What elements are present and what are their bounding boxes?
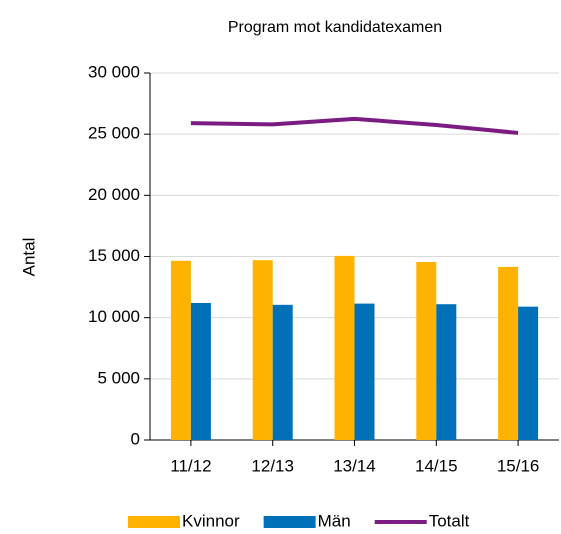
- y-tick-label: 25 000: [88, 124, 140, 143]
- x-tick-label: 13/14: [333, 456, 376, 475]
- x-tick-label: 11/12: [170, 456, 211, 475]
- bar: [252, 260, 273, 440]
- legend-label: Kvinnor: [182, 511, 240, 530]
- bar: [498, 266, 519, 440]
- legend-label: Män: [318, 511, 351, 530]
- chart-title: Program mot kandidatexamen: [228, 19, 442, 36]
- y-axis-label: Antal: [19, 238, 38, 277]
- x-tick-label: 15/16: [497, 456, 540, 475]
- y-tick-label: 30 000: [88, 62, 140, 81]
- y-tick-label: 20 000: [88, 185, 140, 204]
- x-tick-label: 14/15: [415, 456, 458, 475]
- bar: [190, 302, 211, 440]
- line: [190, 116, 519, 135]
- bar: [334, 255, 355, 440]
- y-tick-label: 0: [131, 429, 140, 448]
- legend-swatch: [263, 516, 316, 528]
- bar: [416, 262, 437, 440]
- bar: [518, 306, 539, 440]
- bar: [436, 304, 457, 440]
- legend-label: Totalt: [429, 511, 470, 530]
- legend-swatch: [128, 516, 180, 528]
- bar: [354, 303, 375, 440]
- bar: [272, 304, 293, 440]
- y-tick-label: 5 000: [97, 368, 140, 387]
- y-tick-label: 10 000: [88, 307, 140, 326]
- bar: [170, 260, 191, 440]
- y-tick-label: 15 000: [88, 246, 140, 265]
- x-tick-label: 12/13: [251, 456, 294, 475]
